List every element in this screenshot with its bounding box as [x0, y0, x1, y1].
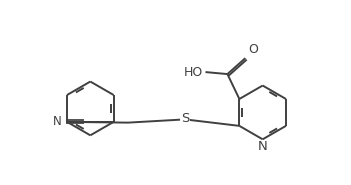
Text: N: N [258, 140, 267, 153]
Text: N: N [53, 115, 62, 128]
Text: S: S [181, 112, 189, 125]
Text: HO: HO [183, 65, 203, 79]
Text: O: O [248, 43, 258, 56]
